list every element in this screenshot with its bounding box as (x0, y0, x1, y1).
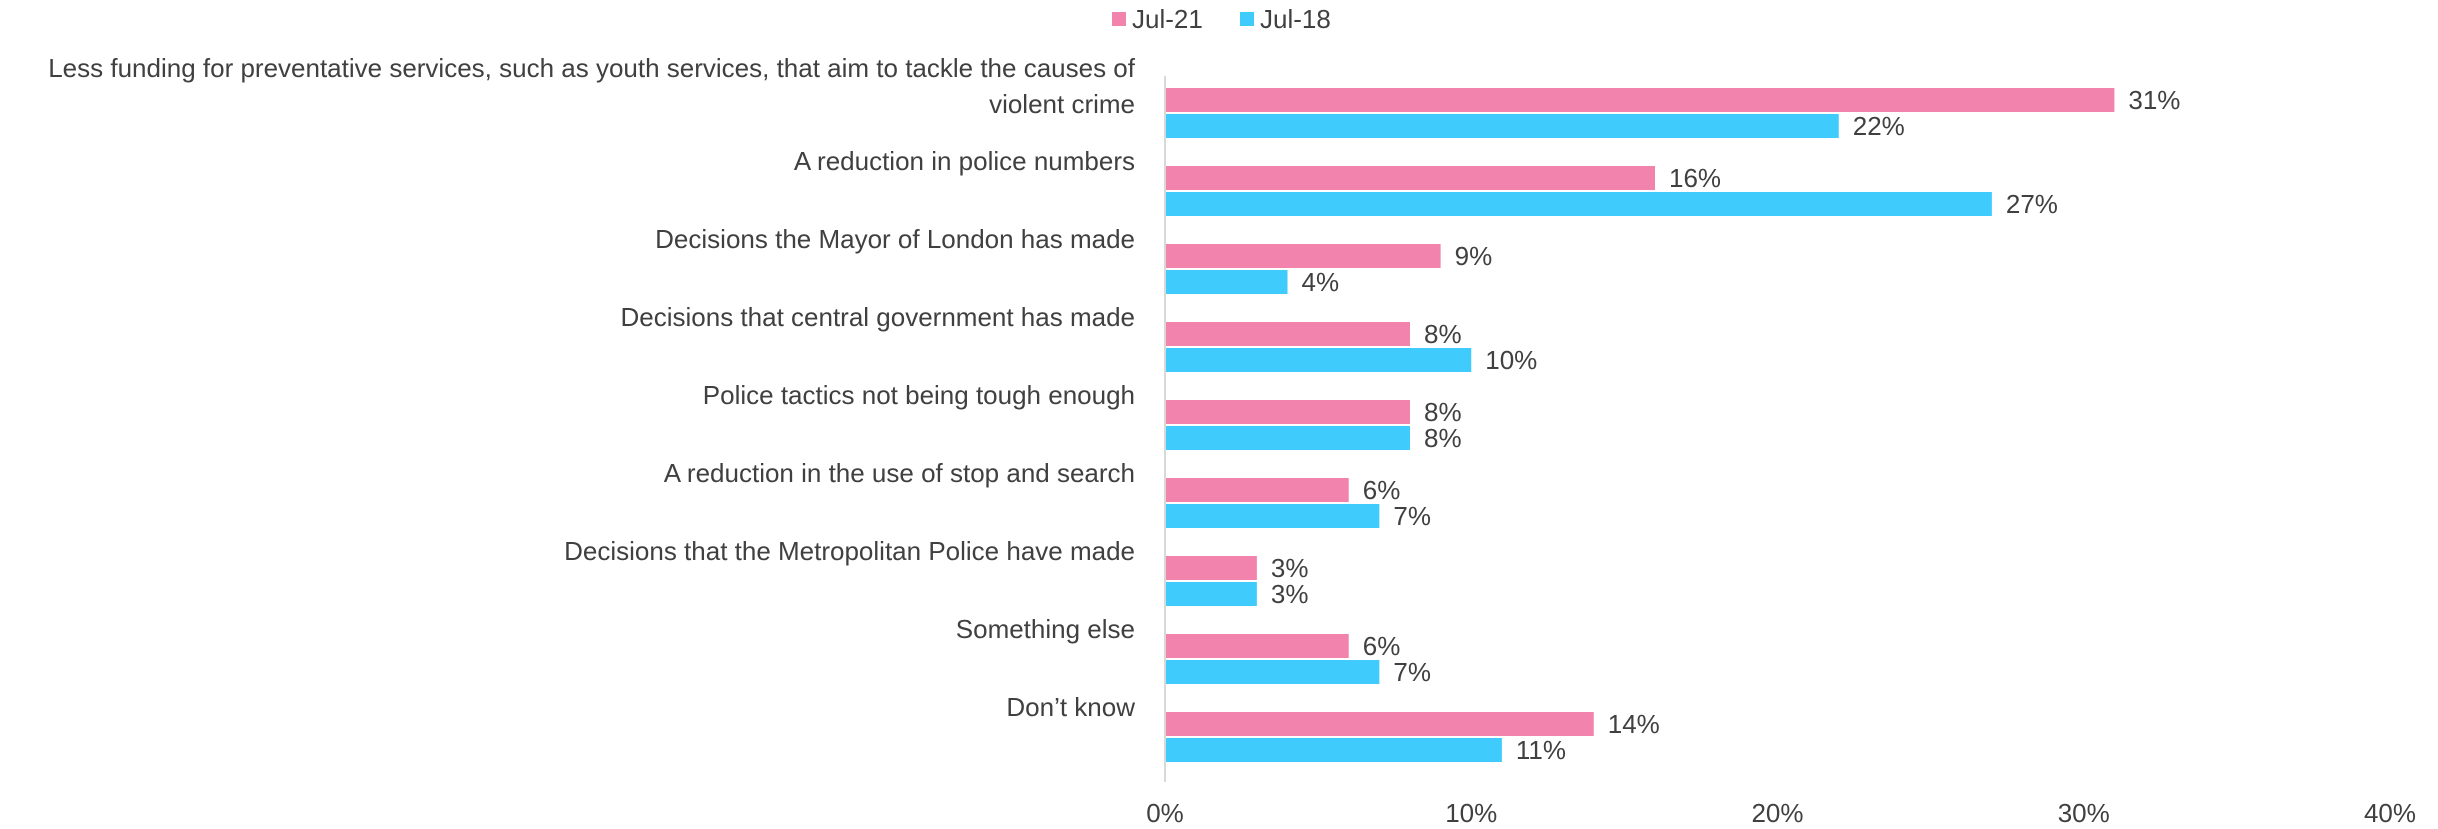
bar-jul-18 (1165, 114, 1839, 138)
data-label: 4% (1302, 267, 1340, 297)
bar-jul-21 (1165, 322, 1410, 346)
data-label: 14% (1608, 709, 1660, 739)
bar-jul-21 (1165, 88, 2115, 112)
data-label: 22% (1853, 111, 1905, 141)
category-label: violent crime (989, 89, 1135, 119)
data-labels: 31%16%9%8%8%6%3%6%14%22%27%4%10%8%7%3%7%… (1271, 85, 2181, 765)
data-label: 3% (1271, 553, 1309, 583)
category-labels: Less funding for preventative services, … (48, 53, 1136, 722)
category-label: Decisions that central government has ma… (621, 302, 1136, 332)
data-label: 10% (1485, 345, 1537, 375)
bar-jul-21 (1165, 400, 1410, 424)
legend: Jul-21 Jul-18 (1112, 4, 1331, 34)
data-label: 9% (1455, 241, 1493, 271)
bar-jul-18 (1165, 348, 1472, 372)
legend-swatch (1112, 12, 1126, 26)
bar-jul-21 (1165, 166, 1655, 190)
bar-jul-18 (1165, 426, 1410, 450)
data-label: 11% (1516, 735, 1566, 765)
data-label: 31% (2128, 85, 2180, 115)
category-label: A reduction in the use of stop and searc… (664, 458, 1135, 488)
data-label: 7% (1393, 657, 1431, 687)
data-label: 27% (2006, 189, 2058, 219)
x-tick-label: 30% (2058, 798, 2110, 824)
category-label: Something else (956, 614, 1135, 644)
data-label: 7% (1393, 501, 1431, 531)
legend-swatch (1240, 12, 1254, 26)
bar-jul-18 (1165, 192, 1992, 216)
data-label: 8% (1424, 397, 1462, 427)
x-tick-label: 10% (1445, 798, 1497, 824)
data-label: 6% (1363, 631, 1401, 661)
bar-jul-18 (1165, 582, 1257, 606)
x-tick-label: 40% (2364, 798, 2416, 824)
x-tick-label: 20% (1751, 798, 1803, 824)
category-label: Decisions that the Metropolitan Police h… (564, 536, 1135, 566)
category-label: Don’t know (1006, 692, 1135, 722)
data-label: 8% (1424, 319, 1462, 349)
bars (1165, 88, 2115, 762)
bar-jul-21 (1165, 244, 1441, 268)
bar-jul-21 (1165, 556, 1257, 580)
category-label: Police tactics not being tough enough (703, 380, 1135, 410)
bar-jul-21 (1165, 478, 1349, 502)
data-label: 3% (1271, 579, 1309, 609)
x-axis: 0% 10% 20% 30% 40% (1146, 76, 2416, 828)
bar-jul-18 (1165, 660, 1380, 684)
legend-label: Jul-18 (1260, 4, 1331, 34)
x-tick-label: 0% (1146, 798, 1184, 824)
data-label: 8% (1424, 423, 1462, 453)
data-label: 6% (1363, 475, 1401, 505)
bar-jul-21 (1165, 712, 1594, 736)
category-label: Less funding for preventative services, … (48, 53, 1136, 83)
category-label: Decisions the Mayor of London has made (655, 224, 1135, 254)
bar-jul-21 (1165, 634, 1349, 658)
legend-label: Jul-21 (1132, 4, 1203, 34)
category-label: A reduction in police numbers (794, 146, 1135, 176)
bar-jul-18 (1165, 738, 1502, 762)
data-label: 16% (1669, 163, 1721, 193)
bar-jul-18 (1165, 270, 1288, 294)
bar-jul-18 (1165, 504, 1380, 528)
